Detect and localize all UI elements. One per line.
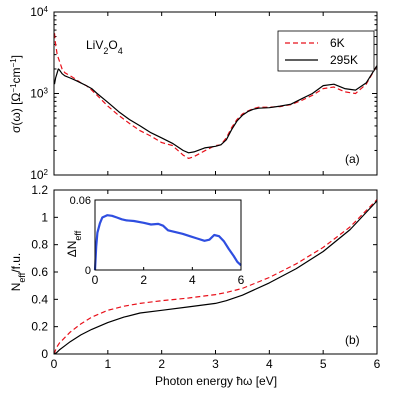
panel-a-y-tick-label: 103: [30, 86, 48, 101]
inset-frame: [94, 199, 242, 271]
panel-b-frame: [53, 189, 378, 355]
inset-background: [95, 200, 241, 270]
panel-b-y-tick-label: 0.8: [31, 238, 48, 252]
panel-b-x-tick-label: 6: [374, 357, 381, 371]
panel-b-x-tick-label: 2: [158, 357, 165, 371]
panel-b-x-tick-label: 3: [212, 357, 219, 371]
inset-y-axis-label: ΔNeff: [65, 230, 83, 257]
panel-a-series-6k: [53, 33, 378, 159]
panel-b-y-tick-labels: 0 0.2 0.4 0.6 0.8 1 1.2: [31, 183, 48, 361]
panel-b-label: (b): [345, 333, 360, 347]
panel-b-y-axis-label: Neff/f.u.: [9, 253, 27, 292]
panel-a-series: [53, 33, 378, 159]
legend-label-6k: 6K: [330, 36, 345, 50]
panel-a-label: (a): [345, 152, 360, 166]
panel-a-series-295k: [53, 65, 378, 154]
inset-x-tick-label: 0: [92, 273, 99, 287]
panel-a-y-tick-label: 102: [30, 168, 48, 183]
panel-b-y-tick-label: 1.2: [31, 183, 48, 197]
panel-b-x-tick-label: 5: [320, 357, 327, 371]
inset-series--n-eff: [93, 214, 242, 271]
compound-label: LiV2O4: [86, 38, 123, 56]
panel-b-series-295k: [53, 200, 378, 355]
panel-b-x-axis-label: Photon energy ħω [eV]: [155, 374, 277, 388]
panel-b-y-tick-label: 0.2: [31, 320, 48, 334]
panel-b-y-tick-label: 1: [41, 210, 48, 224]
inset-series: [93, 214, 242, 271]
panel-b-y-tick-label: 0.4: [31, 292, 48, 306]
legend-label-295k: 295K: [330, 53, 358, 67]
inset-y-tick-label: 0: [85, 265, 91, 277]
panel-a-y-tick-label: 104: [30, 5, 48, 20]
legend: 6K 295K: [277, 30, 375, 72]
panel-b-y-tick-label: 0: [41, 347, 48, 361]
inset-y-tick-label: 0.06: [70, 195, 91, 207]
panel-b-x-tick-labels: 0 1 2 3 4 5 6: [51, 357, 381, 371]
panel-b-series: [53, 199, 378, 355]
inset-y-tick-labels: 00.06: [70, 195, 91, 277]
panel-a-frame: [53, 11, 378, 176]
panel-a-y-axis-label: σ(ω) [Ω−1cm−1]: [9, 55, 24, 133]
panel-b-x-tick-label: 4: [266, 357, 273, 371]
panel-b-y-tick-label: 0.6: [31, 265, 48, 279]
panel-a-y-tick-labels: 102 103 104: [30, 5, 48, 183]
panel-b-x-tick-label: 0: [51, 357, 58, 371]
panel-b-x-tick-label: 1: [104, 357, 111, 371]
inset-x-tick-label: 4: [189, 273, 196, 287]
panel-b: 0 1 2 3 4 5 6 0 0.2 0.4 0.6 0.8 1 1.2 Photon energy …: [9, 183, 381, 388]
panel-a: 102 103 104 σ(ω) [Ω−1cm−1] LiV2O4 (a) 6K 2…: [9, 5, 378, 183]
inset-x-tick-label: 6: [238, 273, 245, 287]
inset-x-tick-labels: 0 2 4 6: [92, 273, 245, 287]
panel-b-series-6k: [53, 199, 378, 355]
inset-x-tick-label: 2: [140, 273, 147, 287]
legend-box: [277, 30, 375, 72]
